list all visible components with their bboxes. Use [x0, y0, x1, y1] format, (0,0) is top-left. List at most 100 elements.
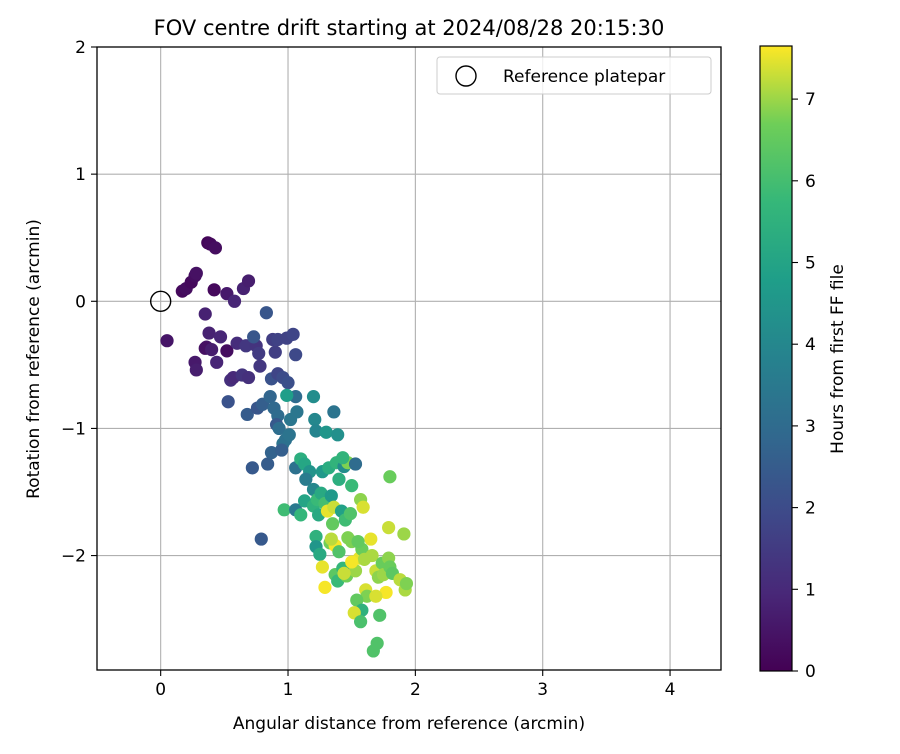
x-axis-label: Angular distance from reference (arcmin) — [233, 714, 585, 734]
data-point — [351, 534, 365, 549]
reference-marker — [149, 290, 172, 312]
y-tick-label: 0 — [75, 292, 86, 312]
data-point — [365, 548, 379, 563]
data-point — [281, 376, 295, 390]
colorbar-tick-label: 6 — [805, 172, 816, 192]
y-tick-label: 1 — [75, 165, 86, 185]
data-point — [208, 241, 223, 255]
y-axis-label: Rotation from reference (arcmin) — [24, 219, 44, 499]
y-tick-label: −2 — [61, 547, 86, 567]
plot-frame — [96, 46, 722, 671]
colorbar-label: Hours from first FF file — [828, 264, 848, 454]
data-point — [286, 327, 300, 341]
data-point — [314, 486, 328, 500]
data-point — [382, 521, 396, 535]
data-point — [241, 370, 256, 385]
colorbar-tick-label: 0 — [805, 662, 816, 682]
data-point — [290, 405, 304, 419]
data-point — [379, 585, 393, 600]
data-point — [253, 359, 267, 373]
data-point — [319, 425, 333, 439]
data-point — [383, 470, 397, 484]
data-point — [373, 608, 387, 622]
data-point — [254, 532, 268, 546]
data-point — [370, 636, 384, 650]
data-point — [336, 451, 350, 465]
data-point — [252, 346, 266, 361]
data-points — [160, 236, 414, 658]
data-point — [198, 307, 212, 321]
data-point — [289, 348, 303, 362]
data-point — [189, 363, 203, 377]
data-point — [313, 547, 327, 561]
y-axis: −2 −1 0 1 2 — [61, 38, 97, 567]
data-point — [345, 479, 359, 493]
data-point — [324, 532, 338, 546]
legend-label: Reference platepar — [503, 67, 665, 87]
x-tick-label: 1 — [283, 680, 294, 700]
data-point — [202, 326, 216, 340]
data-point — [325, 517, 340, 531]
data-point — [364, 532, 378, 546]
data-point — [207, 283, 221, 297]
x-tick-label: 2 — [410, 680, 421, 700]
data-point — [245, 461, 259, 475]
data-point — [240, 407, 254, 422]
data-point — [227, 294, 242, 308]
data-point — [268, 345, 282, 359]
x-tick-label: 0 — [155, 680, 166, 700]
data-point — [220, 344, 234, 358]
data-point — [331, 428, 345, 442]
data-point — [399, 576, 414, 591]
data-point — [247, 330, 261, 344]
data-point — [315, 560, 330, 574]
data-point — [299, 472, 313, 486]
data-point — [369, 589, 383, 603]
data-point — [337, 566, 351, 580]
data-point — [308, 412, 322, 427]
colorbar-tick-label: 1 — [805, 580, 816, 600]
colorbar-gradient — [759, 45, 793, 672]
data-point — [327, 405, 341, 419]
data-point — [261, 457, 275, 471]
data-point — [356, 500, 370, 514]
legend-marker — [455, 65, 477, 87]
colorbar-tick-label: 4 — [805, 335, 816, 355]
data-point — [397, 527, 411, 541]
data-point — [213, 330, 228, 344]
y-tick-label: 2 — [75, 38, 86, 58]
data-point — [160, 334, 174, 348]
x-tick-label: 4 — [665, 680, 676, 700]
data-point — [348, 457, 363, 471]
data-point — [294, 508, 308, 522]
colorbar-ticks: 0 1 2 3 4 5 6 7 — [792, 90, 816, 682]
data-point — [345, 555, 359, 569]
data-point — [309, 529, 323, 544]
data-point — [332, 545, 346, 559]
colorbar-tick-label: 3 — [805, 417, 816, 437]
data-point — [324, 489, 338, 503]
data-point — [275, 443, 289, 457]
data-point — [241, 274, 256, 288]
data-point — [343, 507, 358, 521]
data-point — [272, 421, 286, 436]
data-point — [354, 615, 368, 629]
colorbar: 0 1 2 3 4 5 6 7 Hours from first FF file — [759, 45, 848, 682]
data-point — [210, 355, 224, 369]
x-tick-label: 3 — [537, 680, 548, 700]
data-point — [277, 503, 291, 517]
colorbar-tick-label: 7 — [805, 90, 816, 110]
data-point — [350, 593, 364, 607]
data-point — [280, 388, 294, 402]
data-point — [263, 390, 277, 404]
data-point — [259, 306, 273, 320]
colorbar-tick-label: 5 — [805, 254, 816, 274]
legend-box — [436, 56, 712, 95]
x-axis: 0 1 2 3 4 — [155, 670, 675, 700]
data-point — [332, 472, 346, 486]
data-point — [221, 395, 235, 409]
data-point — [189, 266, 203, 280]
data-point — [264, 445, 279, 460]
data-point — [282, 428, 296, 442]
